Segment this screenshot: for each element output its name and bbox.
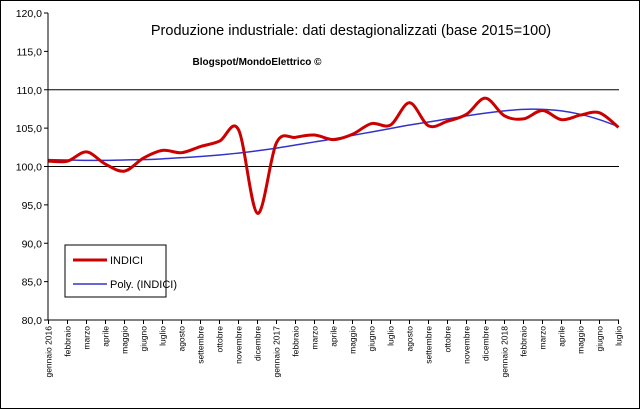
x-tick-label: novembre: [462, 326, 472, 364]
x-tick-label: febbraio: [519, 326, 529, 357]
y-tick-label: 80,0: [22, 315, 43, 327]
y-tick-label: 95,0: [22, 200, 43, 212]
x-tick-label: giugno: [367, 326, 377, 352]
x-tick-label: dicembre: [481, 326, 491, 361]
x-tick-label: maggio: [348, 326, 358, 354]
x-tick-label: novembre: [234, 326, 244, 364]
x-tick-label: agosto: [177, 326, 187, 352]
x-tick-label: giugno: [139, 326, 149, 352]
x-tick-label: aprile: [329, 326, 339, 347]
x-tick-label: aprile: [557, 326, 567, 347]
x-tick-label: luglio: [614, 326, 624, 346]
gridlines: [48, 89, 619, 167]
series-line-indici: [48, 96, 620, 215]
chart-title: Produzione industriale: dati destagional…: [151, 23, 551, 39]
x-tick-label: settembre: [196, 326, 206, 364]
x-tick-label: marzo: [538, 326, 548, 350]
x-tick-label: maggio: [120, 326, 130, 354]
x-tick-label: ottobre: [443, 326, 453, 353]
x-axis-ticks: gennaio 2016 febbraio marzo aprile maggio giu…: [44, 320, 624, 378]
x-tick-label: febbraio: [63, 326, 73, 357]
series-lines: [48, 96, 620, 215]
x-tick-label: febbraio: [291, 326, 301, 357]
y-tick-label: 100,0: [16, 162, 42, 174]
x-tick-label: gennaio 2017: [272, 326, 282, 378]
legend-box: [64, 244, 167, 298]
series-line-poly: [48, 108, 619, 162]
x-tick-label: luglio: [386, 326, 396, 346]
y-tick-label: 85,0: [22, 277, 43, 289]
y-tick-label: 105,0: [16, 123, 42, 135]
y-tick-label: 90,0: [22, 238, 43, 250]
chart-subtitle: Blogspot/MondoElettrico ©: [192, 57, 322, 68]
y-tick-label: 110,0: [17, 85, 43, 97]
y-tick-label: 115,0: [17, 46, 43, 58]
x-tick-label: gennaio 2018: [500, 326, 510, 378]
legend-label-poly: Poly. (INDICI): [110, 279, 177, 291]
x-tick-label: luglio: [158, 326, 168, 346]
x-tick-label: dicembre: [253, 326, 263, 361]
x-tick-label: marzo: [82, 326, 92, 350]
y-axis-ticks: 80,0 85,0 90,0 95,0 100,0 105,0 110,0 115,0 120,…: [16, 8, 48, 327]
legend: INDICI Poly. (INDICI): [64, 244, 177, 298]
x-tick-label: maggio: [576, 326, 586, 354]
x-tick-label: settembre: [424, 326, 434, 364]
x-tick-label: agosto: [405, 326, 415, 352]
y-tick-label: 120,0: [16, 8, 42, 20]
x-tick-label: gennaio 2016: [44, 326, 54, 378]
x-tick-label: marzo: [310, 326, 320, 350]
x-tick-label: giugno: [595, 326, 605, 352]
x-tick-label: aprile: [101, 326, 111, 347]
x-tick-label: ottobre: [215, 326, 225, 353]
legend-label-indici: INDICI: [110, 255, 143, 267]
